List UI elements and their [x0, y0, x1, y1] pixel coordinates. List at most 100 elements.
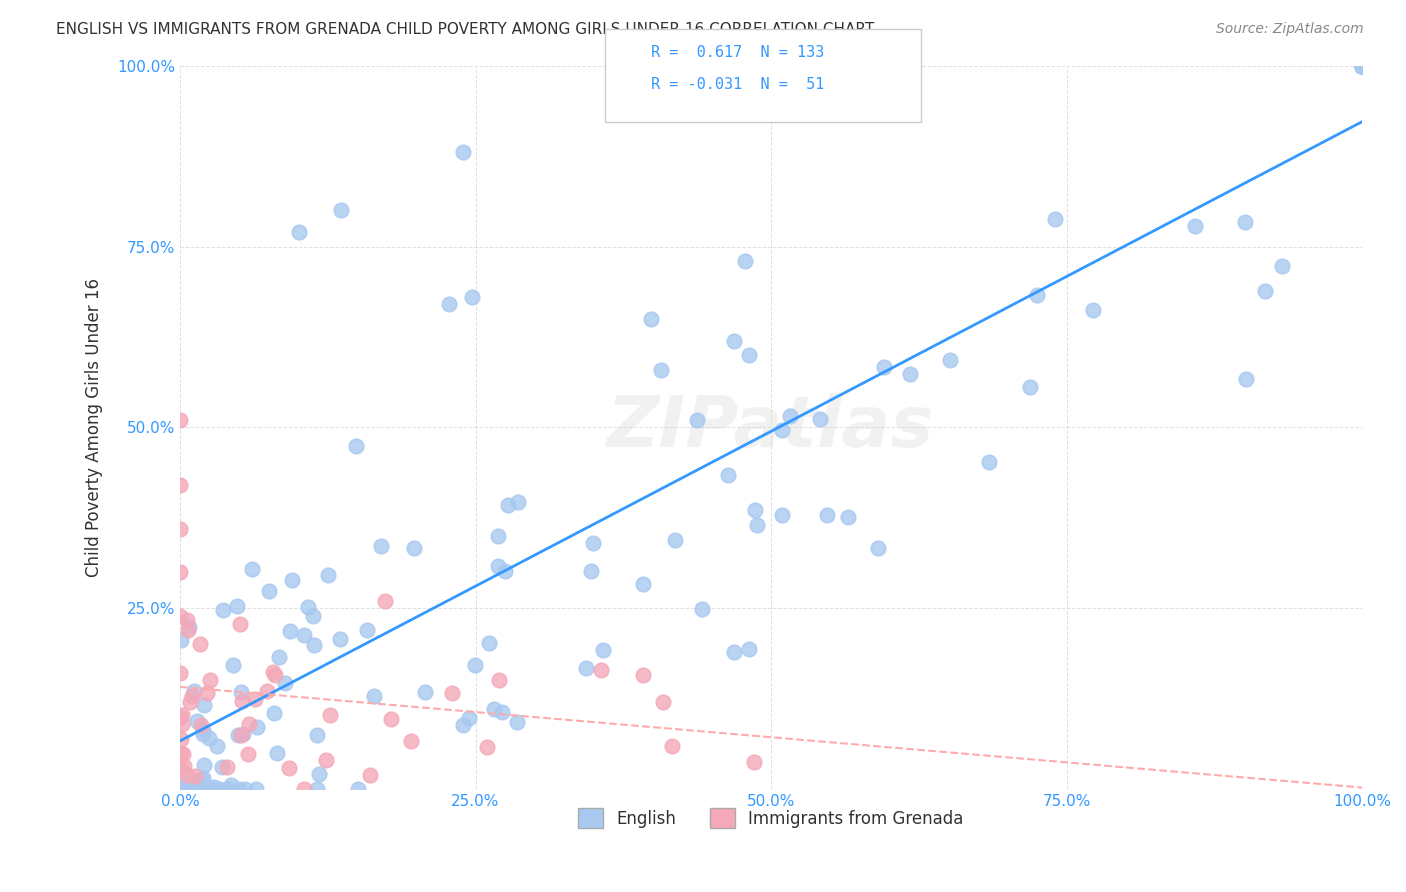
Point — [278, 760, 301, 774]
Point — [592, 643, 614, 657]
Point — [477, 739, 499, 754]
Point — [723, 645, 745, 659]
Point — [173, 782, 195, 797]
Point — [898, 368, 921, 382]
Point — [1351, 59, 1374, 73]
Point — [1351, 59, 1374, 73]
Point — [478, 636, 501, 650]
Point — [281, 573, 304, 587]
Point — [226, 728, 249, 742]
Point — [170, 708, 193, 723]
Point — [240, 562, 263, 576]
Point — [1351, 59, 1374, 73]
Point — [837, 509, 859, 524]
Point — [169, 666, 191, 681]
Point — [169, 782, 191, 797]
Point — [198, 731, 221, 746]
Point — [1026, 287, 1049, 301]
Point — [188, 637, 211, 651]
Point — [232, 727, 254, 741]
Legend: English, Immigrants from Grenada: English, Immigrants from Grenada — [572, 802, 970, 835]
Point — [169, 710, 191, 724]
Point — [288, 225, 311, 239]
Point — [302, 638, 325, 652]
Point — [363, 690, 385, 704]
Point — [207, 739, 229, 753]
Point — [172, 717, 194, 731]
Point — [685, 412, 707, 426]
Point — [1351, 59, 1374, 73]
Point — [169, 413, 191, 427]
Point — [315, 753, 337, 767]
Point — [183, 782, 205, 797]
Point — [266, 747, 288, 761]
Point — [169, 565, 191, 579]
Point — [173, 758, 195, 772]
Point — [195, 686, 218, 700]
Point — [169, 760, 191, 774]
Point — [215, 782, 238, 797]
Point — [770, 508, 793, 523]
Point — [505, 715, 527, 730]
Y-axis label: Child Poverty Among Girls Under 16: Child Poverty Among Girls Under 16 — [86, 278, 103, 577]
Point — [202, 780, 225, 794]
Point — [267, 649, 290, 664]
Point — [183, 782, 205, 797]
Point — [1351, 59, 1374, 73]
Point — [868, 541, 890, 555]
Point — [302, 609, 325, 624]
Point — [631, 577, 654, 591]
Point — [176, 613, 198, 627]
Point — [484, 702, 506, 716]
Point — [589, 663, 612, 677]
Point — [1351, 59, 1374, 73]
Point — [575, 661, 598, 675]
Point — [193, 698, 215, 713]
Point — [236, 747, 259, 761]
Text: Source: ZipAtlas.com: Source: ZipAtlas.com — [1216, 22, 1364, 37]
Text: ENGLISH VS IMMIGRANTS FROM GRENADA CHILD POVERTY AMONG GIRLS UNDER 16 CORRELATIO: ENGLISH VS IMMIGRANTS FROM GRENADA CHILD… — [56, 22, 875, 37]
Point — [297, 600, 319, 615]
Point — [939, 353, 962, 368]
Point — [464, 657, 486, 672]
Point — [661, 739, 683, 753]
Point — [359, 768, 381, 782]
Point — [491, 705, 513, 719]
Point — [191, 782, 214, 797]
Point — [217, 782, 239, 797]
Point — [631, 668, 654, 682]
Point — [183, 684, 205, 698]
Point — [193, 758, 215, 772]
Point — [1081, 302, 1104, 317]
Point — [1351, 59, 1374, 73]
Point — [263, 706, 285, 720]
Point — [229, 616, 252, 631]
Point — [1351, 59, 1374, 73]
Point — [307, 728, 329, 742]
Point — [231, 694, 253, 708]
Point — [278, 624, 301, 638]
Point — [228, 782, 250, 797]
Point — [1019, 380, 1042, 394]
Point — [198, 782, 221, 797]
Point — [579, 564, 602, 578]
Point — [316, 567, 339, 582]
Point — [1271, 259, 1294, 273]
Point — [181, 689, 204, 703]
Point — [191, 727, 214, 741]
Point — [1351, 59, 1374, 73]
Point — [461, 290, 484, 304]
Point — [211, 759, 233, 773]
Point — [177, 623, 200, 637]
Point — [1184, 219, 1206, 233]
Point — [1351, 59, 1374, 73]
Point — [1351, 59, 1374, 73]
Point — [494, 564, 516, 578]
Point — [344, 439, 367, 453]
Text: R =  0.617  N = 133: R = 0.617 N = 133 — [651, 45, 824, 60]
Point — [184, 768, 207, 782]
Point — [496, 498, 519, 512]
Point — [170, 632, 193, 647]
Text: ZIPatlas: ZIPatlas — [607, 392, 935, 462]
Text: R = -0.031  N =  51: R = -0.031 N = 51 — [651, 77, 824, 92]
